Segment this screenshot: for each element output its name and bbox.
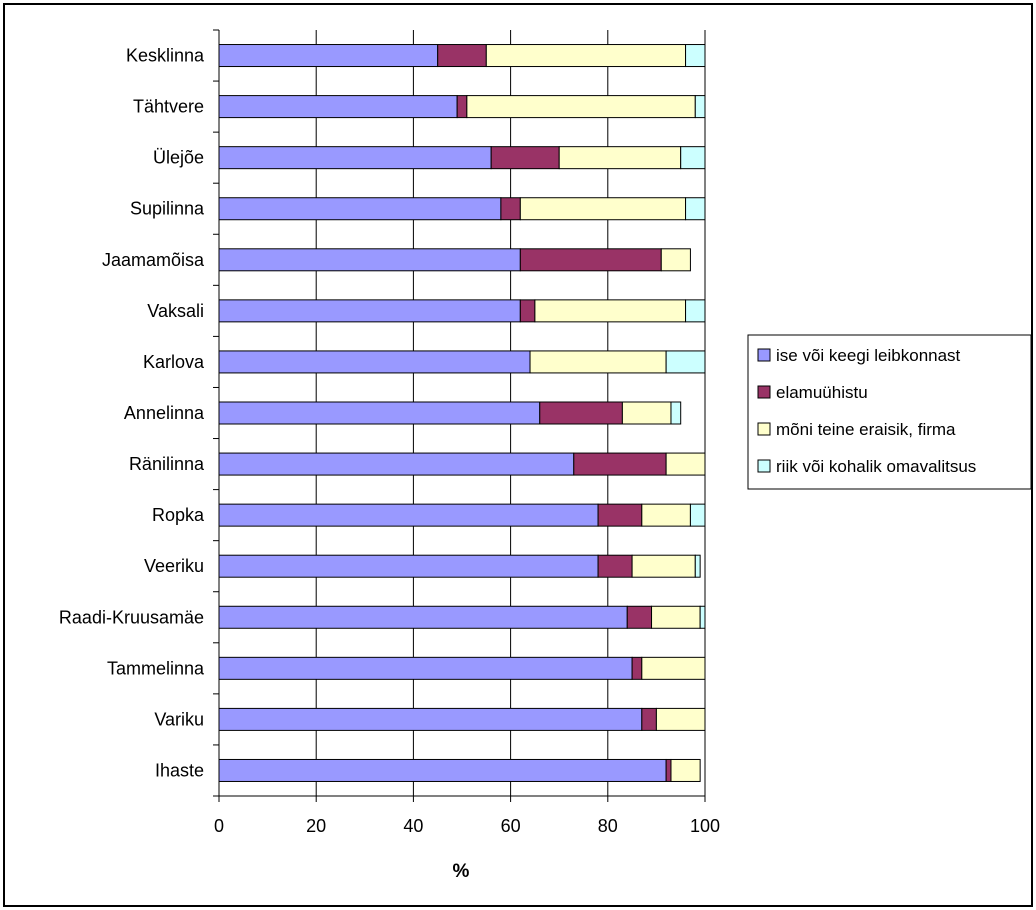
- bar-segment: [519, 299, 536, 323]
- category-label: Tammelinna: [107, 658, 205, 678]
- bar-segment: [641, 503, 691, 527]
- category-label: Variku: [154, 709, 204, 729]
- bar-segment: [670, 758, 701, 782]
- bar-segment: [218, 95, 458, 119]
- category-label: Annelinna: [124, 403, 205, 423]
- bar-segment: [218, 554, 599, 578]
- bar-segment: [689, 503, 706, 527]
- category-label: Kesklinna: [126, 46, 205, 66]
- bar-segment: [680, 146, 706, 170]
- axes: [213, 29, 706, 802]
- legend-label: ise või keegi leibkonnast: [776, 346, 961, 365]
- bar-segment: [534, 299, 687, 323]
- legend-label: riik või kohalik omavalitsus: [776, 457, 976, 476]
- x-tick-labels: 0 20 40 60 80 100: [214, 816, 720, 836]
- bar-segment: [539, 401, 623, 425]
- x-axis-title: %: [453, 861, 470, 882]
- category-label: Tähtvere: [133, 97, 204, 117]
- bar-segment: [218, 299, 521, 323]
- x-tick-label: 0: [214, 816, 224, 836]
- category-label: Karlova: [143, 352, 205, 372]
- bar-segment: [665, 350, 706, 374]
- bar-segment: [218, 707, 643, 731]
- bar-segment: [500, 197, 521, 221]
- bar-segment: [218, 503, 599, 527]
- bar-segment: [641, 707, 657, 731]
- bar-segment: [651, 605, 701, 629]
- bar-segment: [558, 146, 682, 170]
- bar-segment: [597, 503, 643, 527]
- bar-segment: [660, 248, 691, 272]
- bar-segment: [218, 44, 439, 68]
- category-label: Ülejõe: [153, 148, 204, 168]
- legend-swatch: [757, 422, 771, 436]
- bar-segment: [485, 44, 687, 68]
- bar-segment: [597, 554, 633, 578]
- category-label: Ihaste: [155, 760, 204, 780]
- category-label: Supilinna: [130, 199, 205, 219]
- bar-segment: [626, 605, 653, 629]
- x-tick-label: 40: [403, 816, 423, 836]
- bar-segment: [218, 248, 521, 272]
- bar-segment: [218, 758, 667, 782]
- bar-segment: [519, 197, 687, 221]
- bar-segment: [218, 146, 492, 170]
- bar-segment: [665, 452, 706, 476]
- bar-segment: [218, 656, 633, 680]
- legend-box: [747, 334, 1032, 490]
- legend-label: mõni teine eraisik, firma: [776, 420, 956, 439]
- legend-swatch: [757, 459, 771, 473]
- category-label: Raadi-Kruusamäe: [59, 607, 204, 627]
- x-tick-label: 20: [306, 816, 326, 836]
- bar-segment: [519, 248, 662, 272]
- category-label: Vaksali: [147, 301, 204, 321]
- bar-segment: [218, 452, 575, 476]
- bar-segment: [631, 656, 643, 680]
- bar-segment: [456, 95, 468, 119]
- bar-segment: [437, 44, 487, 68]
- bar-segment: [670, 401, 682, 425]
- bar-segment: [631, 554, 696, 578]
- bar-segment: [218, 350, 531, 374]
- bar-segment: [529, 350, 667, 374]
- bar-segment: [218, 197, 502, 221]
- legend: ise või keegi leibkonnast elamuühistu mõni…: [747, 334, 1032, 490]
- legend-swatch: [757, 348, 771, 362]
- bar-segment: [655, 707, 706, 731]
- bar-segment: [699, 605, 706, 629]
- bar-segment: [694, 554, 701, 578]
- bar-segment: [685, 44, 706, 68]
- bar-segment: [490, 146, 560, 170]
- bar-segment: [218, 401, 541, 425]
- bar-segment: [621, 401, 672, 425]
- bar-segment: [665, 758, 672, 782]
- category-label: Ränilinna: [129, 454, 205, 474]
- bar-segment: [573, 452, 667, 476]
- bar-segment: [685, 197, 706, 221]
- legend-label: elamuühistu: [776, 383, 868, 402]
- x-tick-label: 80: [598, 816, 618, 836]
- bar-segment: [466, 95, 696, 119]
- category-label: Ropka: [152, 505, 205, 525]
- bar-segment: [641, 656, 706, 680]
- category-label: Jaamamõisa: [102, 250, 205, 270]
- bars: [218, 44, 706, 782]
- bar-segment: [218, 605, 628, 629]
- legend-swatch: [757, 385, 771, 399]
- category-label: Veeriku: [144, 556, 204, 576]
- x-tick-label: 100: [690, 816, 720, 836]
- category-labels: Kesklinna Tähtvere Ülejõe Supilinna Jaamamõi…: [59, 46, 205, 781]
- bar-segment: [685, 299, 706, 323]
- bar-segment: [694, 95, 706, 119]
- x-tick-label: 60: [501, 816, 521, 836]
